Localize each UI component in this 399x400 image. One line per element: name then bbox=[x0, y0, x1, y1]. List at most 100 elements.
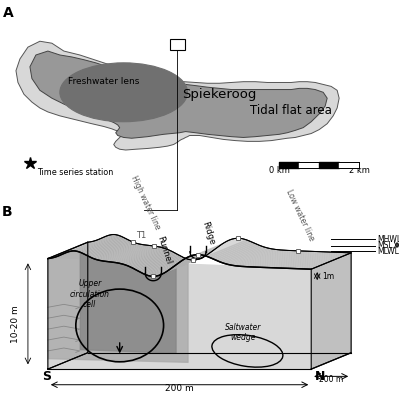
Polygon shape bbox=[264, 251, 306, 268]
Polygon shape bbox=[77, 235, 118, 252]
Polygon shape bbox=[210, 241, 252, 258]
Polygon shape bbox=[266, 251, 308, 268]
Polygon shape bbox=[172, 250, 214, 268]
Polygon shape bbox=[136, 254, 178, 271]
Polygon shape bbox=[206, 240, 248, 257]
Text: Saltwater
wedge: Saltwater wedge bbox=[225, 322, 262, 342]
Polygon shape bbox=[110, 246, 151, 262]
Text: MHWL: MHWL bbox=[377, 234, 399, 244]
Polygon shape bbox=[176, 248, 217, 265]
Polygon shape bbox=[238, 250, 280, 266]
Polygon shape bbox=[240, 250, 282, 266]
Text: T1: T1 bbox=[136, 231, 146, 240]
Ellipse shape bbox=[60, 63, 188, 122]
Bar bbox=[170, 39, 185, 50]
Text: Runnel: Runnel bbox=[155, 235, 173, 266]
Polygon shape bbox=[268, 251, 310, 268]
Polygon shape bbox=[133, 252, 175, 269]
Polygon shape bbox=[16, 41, 339, 150]
Text: B: B bbox=[2, 206, 13, 220]
Polygon shape bbox=[161, 257, 203, 274]
Text: 1m: 1m bbox=[322, 272, 334, 281]
Polygon shape bbox=[232, 249, 274, 266]
Polygon shape bbox=[217, 244, 259, 262]
Polygon shape bbox=[139, 255, 181, 272]
Polygon shape bbox=[94, 242, 135, 259]
Polygon shape bbox=[63, 237, 104, 254]
Polygon shape bbox=[221, 246, 263, 263]
Text: 0 km: 0 km bbox=[269, 166, 290, 175]
Polygon shape bbox=[182, 243, 223, 261]
Polygon shape bbox=[302, 252, 345, 269]
Polygon shape bbox=[93, 242, 134, 259]
Text: Spiekeroog: Spiekeroog bbox=[182, 88, 257, 101]
Text: Low water line: Low water line bbox=[284, 188, 316, 243]
Polygon shape bbox=[127, 249, 168, 266]
Text: N: N bbox=[314, 370, 325, 383]
Polygon shape bbox=[108, 245, 150, 262]
Text: High water line: High water line bbox=[128, 174, 162, 231]
Polygon shape bbox=[160, 258, 201, 275]
Polygon shape bbox=[255, 251, 297, 267]
Polygon shape bbox=[294, 252, 336, 269]
Polygon shape bbox=[67, 235, 109, 252]
Polygon shape bbox=[273, 251, 314, 268]
Polygon shape bbox=[208, 240, 250, 258]
Polygon shape bbox=[71, 235, 112, 251]
Polygon shape bbox=[64, 236, 106, 254]
Polygon shape bbox=[281, 252, 323, 268]
Polygon shape bbox=[124, 248, 165, 265]
Polygon shape bbox=[88, 240, 129, 257]
Polygon shape bbox=[152, 260, 194, 276]
Polygon shape bbox=[119, 247, 160, 264]
Polygon shape bbox=[99, 244, 140, 260]
Text: Freshwater lens: Freshwater lens bbox=[68, 78, 139, 86]
Polygon shape bbox=[78, 235, 120, 252]
Polygon shape bbox=[223, 247, 265, 264]
Polygon shape bbox=[311, 253, 351, 369]
Polygon shape bbox=[102, 244, 143, 261]
Polygon shape bbox=[105, 245, 146, 262]
Polygon shape bbox=[309, 253, 351, 269]
Polygon shape bbox=[111, 246, 153, 262]
Polygon shape bbox=[283, 252, 325, 268]
Polygon shape bbox=[288, 252, 330, 268]
Text: 200 m: 200 m bbox=[165, 384, 194, 393]
Polygon shape bbox=[150, 260, 192, 276]
Polygon shape bbox=[142, 257, 184, 274]
Polygon shape bbox=[132, 251, 173, 268]
Polygon shape bbox=[141, 256, 182, 273]
Polygon shape bbox=[171, 251, 212, 269]
Polygon shape bbox=[279, 252, 321, 268]
Polygon shape bbox=[249, 250, 291, 267]
Text: Time series station: Time series station bbox=[37, 168, 113, 177]
Text: 10-20 m: 10-20 m bbox=[11, 305, 20, 342]
Text: MSL: MSL bbox=[377, 241, 393, 250]
Polygon shape bbox=[72, 234, 113, 251]
Polygon shape bbox=[95, 243, 137, 260]
Polygon shape bbox=[183, 242, 225, 260]
Polygon shape bbox=[115, 246, 156, 263]
Polygon shape bbox=[48, 258, 311, 369]
Polygon shape bbox=[253, 251, 295, 267]
Polygon shape bbox=[85, 238, 126, 255]
Polygon shape bbox=[219, 245, 261, 262]
Text: Ridge: Ridge bbox=[200, 220, 216, 246]
Polygon shape bbox=[155, 260, 197, 276]
Polygon shape bbox=[178, 246, 220, 263]
Polygon shape bbox=[163, 256, 204, 274]
Polygon shape bbox=[103, 245, 145, 261]
Polygon shape bbox=[138, 254, 179, 272]
Polygon shape bbox=[30, 51, 327, 138]
Polygon shape bbox=[61, 238, 103, 255]
Polygon shape bbox=[260, 251, 302, 267]
Polygon shape bbox=[120, 247, 162, 264]
Polygon shape bbox=[169, 252, 211, 270]
Polygon shape bbox=[229, 248, 272, 265]
Polygon shape bbox=[307, 253, 349, 269]
Polygon shape bbox=[180, 244, 221, 262]
Polygon shape bbox=[149, 260, 190, 276]
Polygon shape bbox=[227, 248, 269, 265]
Polygon shape bbox=[292, 252, 334, 268]
Polygon shape bbox=[48, 353, 351, 369]
